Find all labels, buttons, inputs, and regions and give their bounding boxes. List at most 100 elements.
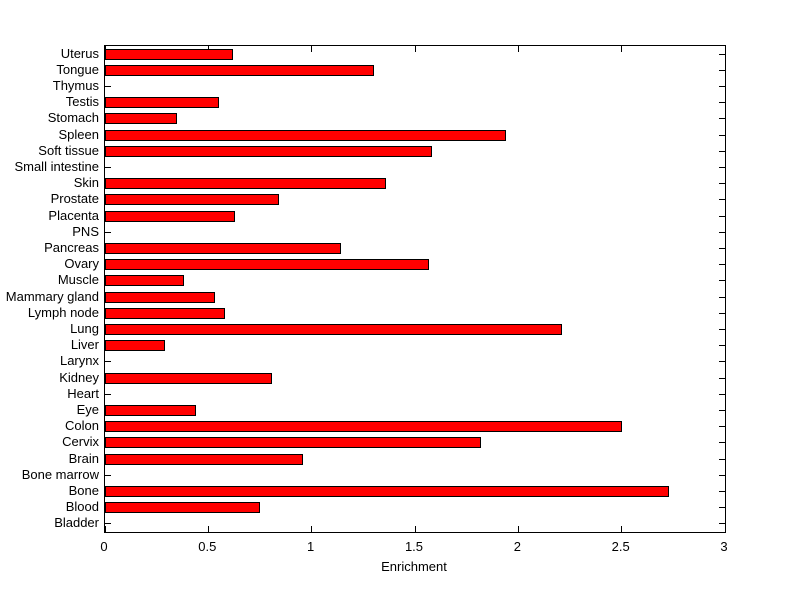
bar-liver: [105, 340, 165, 352]
y-axis-label: Liver: [70, 337, 99, 353]
y-axis-tick-right: [719, 426, 725, 428]
y-axis-tick-right: [719, 507, 725, 509]
x-axis-tick-label: 0: [100, 539, 108, 554]
bar-bone: [105, 486, 670, 497]
y-axis-label: Small intestine: [14, 159, 99, 174]
bar-cervix: [105, 437, 482, 449]
bar-ovary: [105, 259, 430, 271]
y-axis-label: Placenta: [48, 207, 99, 223]
y-axis-tick-right: [719, 523, 725, 525]
x-axis-tick-bottom: [104, 526, 106, 532]
y-axis-tick-right: [719, 134, 725, 136]
x-axis-tick-bottom: [517, 526, 519, 532]
bar-lymph-node: [105, 307, 225, 319]
bar-lung: [105, 324, 562, 335]
y-axis-tick-right: [719, 248, 725, 249]
y-axis-label: Thymus: [52, 78, 99, 93]
y-axis-label: PNS: [72, 223, 99, 239]
y-axis-tick-left: [105, 231, 111, 233]
bar-soft-tissue: [105, 145, 432, 157]
y-axis-label: Soft tissue: [38, 142, 99, 158]
bar-prostate: [105, 194, 279, 206]
y-axis-label: Lymph node: [27, 304, 99, 320]
y-axis-label: Cervix: [62, 434, 99, 450]
bar-stomach: [105, 113, 178, 125]
y-axis-tick-left: [105, 86, 111, 87]
x-axis-tick-top: [621, 46, 623, 52]
x-axis-tick-label: 1: [307, 539, 315, 554]
y-axis-tick-right: [719, 393, 725, 395]
y-axis-tick-right: [719, 86, 725, 87]
y-axis-label: Larynx: [59, 353, 99, 369]
x-axis-tick-top: [517, 46, 519, 52]
plot-area: [104, 45, 726, 533]
x-axis-tick-label: 2.5: [611, 539, 630, 554]
y-axis-label: Bladder: [54, 515, 99, 531]
y-axis-label: Tongue: [56, 61, 99, 77]
y-axis-tick-right: [719, 69, 725, 71]
y-axis-label: Blood: [65, 499, 99, 515]
y-axis-tick-right: [719, 231, 725, 233]
y-axis-label: Pancreas: [44, 240, 99, 255]
y-axis-label: Spleen: [58, 126, 99, 142]
y-axis-tick-right: [719, 361, 725, 363]
y-axis-label: Mammary gland: [5, 288, 99, 304]
y-axis-tick-right: [719, 296, 725, 298]
bar-blood: [105, 502, 260, 514]
y-axis-tick-right: [719, 102, 725, 104]
y-axis-label: Prostate: [50, 191, 99, 207]
x-axis-tick-label: 2: [513, 539, 521, 554]
bar-kidney: [105, 372, 273, 384]
x-axis-tick-label: 1.5: [404, 539, 424, 554]
y-axis-label: Muscle: [57, 272, 99, 288]
y-axis-label: Bone marrow: [21, 466, 99, 482]
y-axis-tick-left: [105, 393, 111, 395]
y-axis-tick-right: [719, 491, 725, 492]
y-axis-tick-right: [719, 150, 725, 152]
y-axis-tick-right: [719, 215, 725, 217]
y-axis-tick-right: [719, 442, 725, 444]
x-axis-tick-top: [414, 46, 416, 52]
y-axis-label: Kidney: [59, 369, 99, 385]
x-axis-tick-top: [311, 46, 313, 52]
y-axis-label: Testis: [65, 94, 99, 110]
y-axis-tick-right: [719, 410, 725, 411]
y-axis-tick-right: [719, 312, 725, 314]
y-axis-label: Eye: [76, 402, 99, 417]
y-axis-tick-right: [719, 118, 725, 120]
bar-tongue: [105, 64, 374, 76]
bar-muscle: [105, 275, 184, 287]
y-axis-label: Colon: [65, 418, 99, 434]
y-axis-label: Ovary: [64, 256, 99, 272]
x-axis-tick-label: 0.5: [198, 539, 217, 554]
y-axis-label: Bone: [68, 483, 99, 498]
y-axis-tick-left: [105, 361, 111, 363]
bar-pancreas: [105, 243, 341, 254]
y-axis-tick-right: [719, 377, 725, 379]
x-axis-tick-bottom: [311, 526, 313, 532]
bar-placenta: [105, 210, 236, 222]
x-axis-tick-bottom: [207, 526, 209, 532]
y-axis-tick-right: [719, 474, 725, 476]
y-axis-label: Uterus: [60, 45, 99, 61]
y-axis-tick-right: [719, 345, 725, 347]
y-axis-tick-right: [719, 458, 725, 460]
y-axis-tick-left: [105, 523, 111, 525]
y-axis-label: Heart: [67, 385, 99, 401]
y-axis-label: Stomach: [47, 110, 99, 126]
y-axis-tick-right: [719, 264, 725, 266]
x-axis-title: Enrichment: [381, 559, 447, 574]
x-axis-tick-bottom: [724, 526, 726, 532]
x-axis-tick-label: 3: [720, 539, 728, 554]
x-axis-tick-bottom: [621, 526, 623, 532]
bar-spleen: [105, 129, 506, 141]
bar-uterus: [105, 48, 234, 60]
bar-mammary-gland: [105, 291, 215, 303]
y-axis-tick-right: [719, 183, 725, 185]
bar-eye: [105, 405, 196, 416]
y-axis-tick-left: [105, 167, 111, 168]
y-axis-label: Skin: [73, 175, 99, 191]
bar-skin: [105, 178, 387, 190]
y-axis-tick-right: [719, 329, 725, 330]
